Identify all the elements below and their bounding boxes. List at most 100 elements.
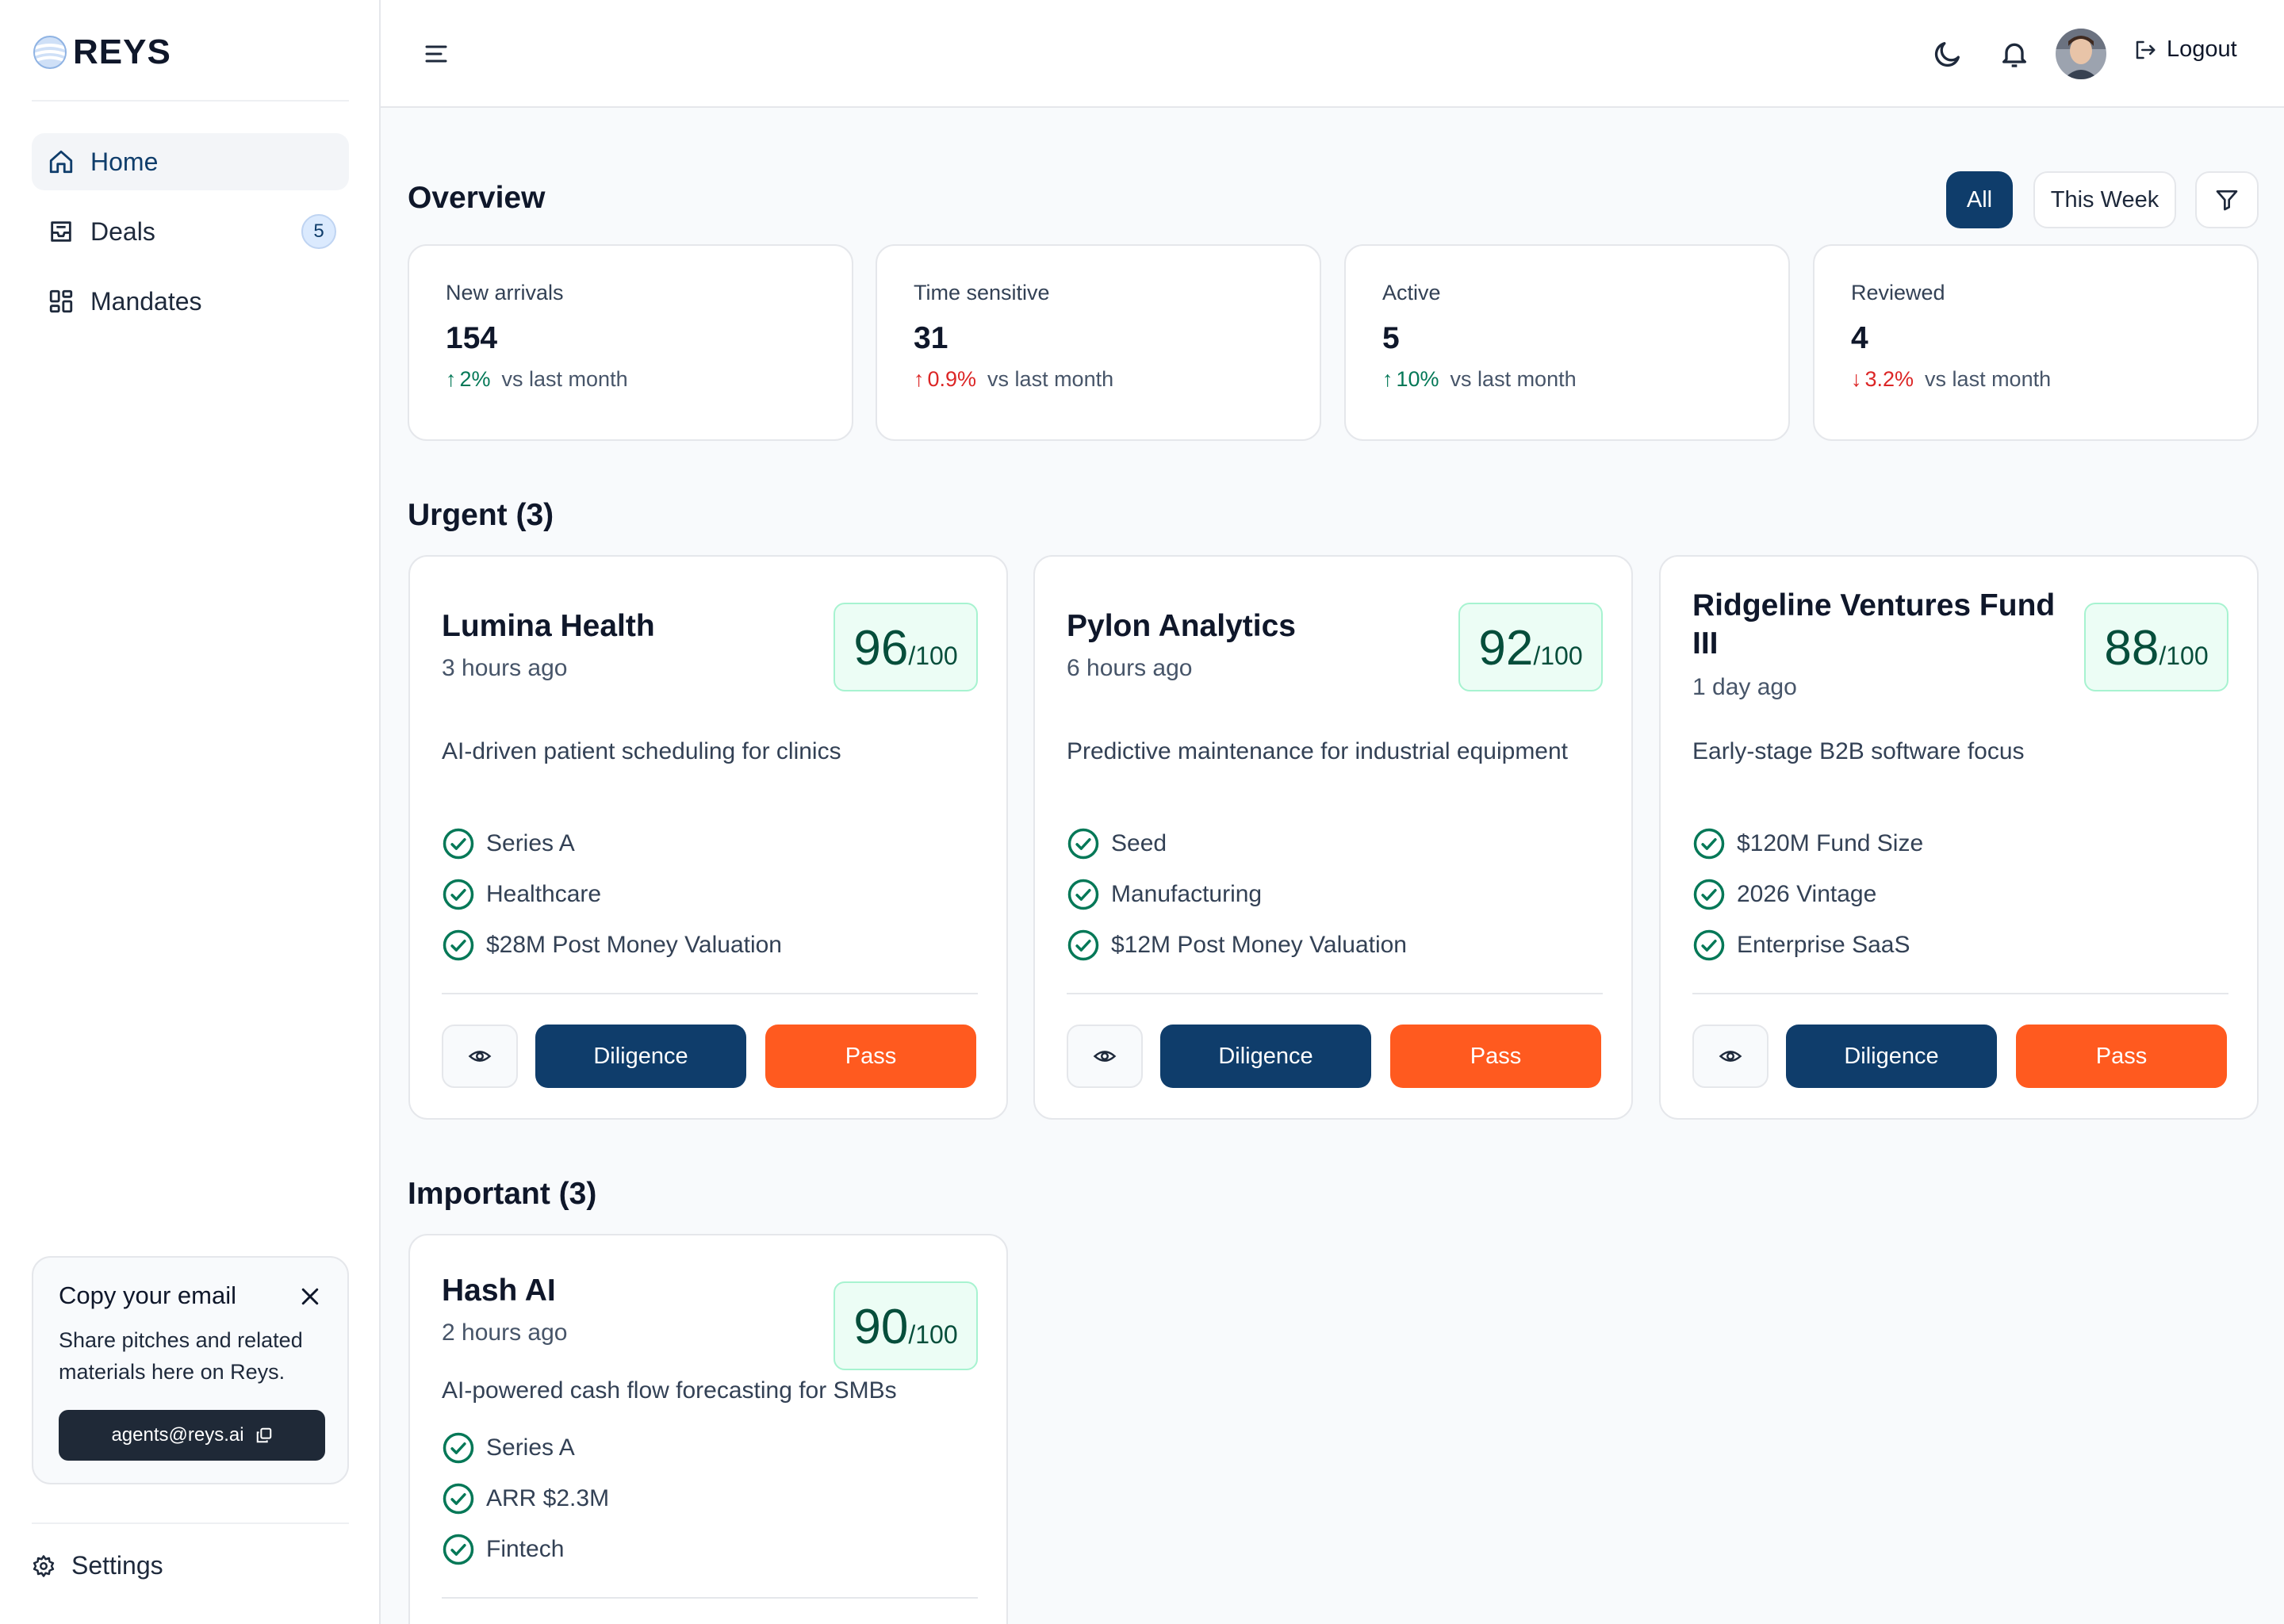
deal-tag-label: Seed [1111, 830, 1167, 856]
check-circle-icon [443, 879, 474, 910]
deal-description: AI-powered cash flow forecasting for SMB… [442, 1377, 897, 1404]
gear-icon [33, 1554, 55, 1577]
view-button[interactable] [442, 1025, 518, 1088]
stat-card: New arrivals 154 ↑ 2% vs last month [408, 244, 853, 441]
diligence-button[interactable]: Diligence [1160, 1025, 1371, 1088]
stat-change: ↑ 0.9% vs last month [914, 367, 1283, 392]
filter-all-button[interactable]: All [1946, 171, 2013, 228]
sidebar-item-mandates[interactable]: Mandates [32, 273, 349, 330]
deal-tag-label: 2026 Vintage [1737, 881, 1877, 907]
stat-change-suffix: vs last month [987, 367, 1114, 391]
filter-button[interactable] [2195, 171, 2259, 228]
important-title: Important (3) [408, 1177, 597, 1211]
deal-tag-label: $12M Post Money Valuation [1111, 932, 1407, 958]
score-max: /100 [908, 1320, 958, 1349]
moon-icon[interactable] [1932, 38, 1964, 70]
deal-time: 6 hours ago [1067, 655, 1193, 681]
trend-arrow-icon: ↑ [446, 367, 457, 391]
stat-value: 31 [914, 321, 948, 355]
close-icon[interactable] [298, 1285, 322, 1308]
email-card-title: Copy your email [59, 1281, 236, 1309]
deal-card[interactable]: Hash AI 2 hours ago 90 /100 AI-powered c… [408, 1234, 1008, 1624]
copy-email-button[interactable]: agents@reys.ai [59, 1410, 325, 1461]
stat-card: Active 5 ↑ 10% vs last month [1344, 244, 1790, 441]
deal-tag: $28M Post Money Valuation [442, 920, 782, 971]
deal-tag: Series A [442, 1423, 609, 1473]
stat-value: 4 [1851, 321, 1868, 355]
sidebar: REYS Home Deals 5 Mandates Copy your ema… [0, 0, 381, 1624]
sidebar-item-deals[interactable]: Deals 5 [32, 203, 349, 260]
view-button[interactable] [1067, 1025, 1143, 1088]
pass-button[interactable]: Pass [765, 1025, 976, 1088]
copy-email-card: Copy your email Share pitches and relate… [32, 1256, 349, 1484]
deal-card[interactable]: Pylon Analytics 6 hours ago 92 /100 Pred… [1033, 555, 1633, 1120]
deal-tags: Series A Healthcare $28M Post Money Valuat… [442, 818, 782, 971]
score-badge: 90 /100 [834, 1281, 978, 1370]
stat-change: ↓ 3.2% vs last month [1851, 367, 2221, 392]
deal-tags: Series A ARR $2.3M Fintech [442, 1423, 609, 1575]
menu-icon[interactable] [422, 40, 450, 68]
pass-button[interactable]: Pass [1390, 1025, 1601, 1088]
check-circle-icon [1693, 828, 1725, 860]
avatar[interactable] [2056, 29, 2106, 79]
stat-label: Active [1382, 281, 1441, 304]
divider [442, 993, 978, 994]
deal-card[interactable]: Lumina Health 3 hours ago 96 /100 AI-dri… [408, 555, 1008, 1120]
stat-card: Time sensitive 31 ↑ 0.9% vs last month [876, 244, 1321, 441]
sidebar-item-label: Deals [90, 216, 155, 246]
stat-change-percent: 3.2% [1864, 367, 1914, 391]
deal-time: 3 hours ago [442, 655, 568, 681]
deal-tags: $120M Fund Size 2026 Vintage Enterprise Sa… [1692, 818, 1923, 971]
stat-label: Reviewed [1851, 281, 1945, 304]
deal-tag: Series A [442, 818, 782, 869]
deal-description: Early-stage B2B software focus [1692, 738, 2025, 764]
stat-label: New arrivals [446, 281, 564, 304]
deal-tag: $12M Post Money Valuation [1067, 920, 1407, 971]
deal-tag: Healthcare [442, 869, 782, 920]
deal-name: Ridgeline Ventures Fund III [1692, 588, 2056, 661]
filter-this-week-button[interactable]: This Week [2033, 171, 2176, 228]
divider [1067, 993, 1603, 994]
check-circle-icon [443, 1483, 474, 1515]
deal-card[interactable]: Ridgeline Ventures Fund III 1 day ago 88… [1659, 555, 2259, 1120]
diligence-button[interactable]: Diligence [535, 1025, 746, 1088]
deal-name: Pylon Analytics [1067, 609, 1296, 643]
pass-button[interactable]: Pass [2016, 1025, 2227, 1088]
deal-tag: Manufacturing [1067, 869, 1407, 920]
divider [32, 100, 349, 102]
divider [1692, 993, 2228, 994]
score-max: /100 [908, 642, 958, 670]
email-address: agents@reys.ai [111, 1424, 244, 1446]
check-circle-icon [1067, 828, 1099, 860]
sidebar-item-home[interactable]: Home [32, 133, 349, 190]
check-circle-icon [1067, 929, 1099, 961]
score-max: /100 [1533, 642, 1583, 670]
email-card-description: Share pitches and related materials here… [59, 1328, 303, 1384]
score-value: 88 [2104, 621, 2159, 676]
bell-icon[interactable] [1998, 38, 2030, 70]
diligence-button[interactable]: Diligence [1786, 1025, 1997, 1088]
deal-tag-label: Enterprise SaaS [1737, 932, 1910, 958]
logout-button[interactable]: Logout [2133, 36, 2237, 63]
logout-label: Logout [2167, 36, 2237, 62]
eye-icon [1093, 1051, 1117, 1062]
stat-change: ↑ 10% vs last month [1382, 367, 1752, 392]
divider [442, 1597, 978, 1599]
view-button[interactable] [1692, 1025, 1769, 1088]
trend-arrow-icon: ↑ [1382, 367, 1393, 391]
stat-change-suffix: vs last month [1925, 367, 2052, 391]
sidebar-item-label: Mandates [90, 286, 202, 316]
check-circle-icon [443, 1432, 474, 1464]
check-circle-icon [443, 929, 474, 961]
score-value: 96 [853, 621, 909, 676]
deal-tags: Seed Manufacturing $12M Post Money Valuati… [1067, 818, 1407, 971]
stat-change-percent: 0.9% [927, 367, 977, 391]
check-circle-icon [1067, 879, 1099, 910]
stat-change: ↑ 2% vs last month [446, 367, 815, 392]
logo[interactable]: REYS [32, 32, 171, 73]
score-value: 92 [1478, 621, 1534, 676]
settings-link[interactable]: Settings [32, 1551, 163, 1580]
divider [32, 1522, 349, 1524]
stat-change-percent: 10% [1396, 367, 1439, 391]
filter-icon [2216, 190, 2238, 211]
